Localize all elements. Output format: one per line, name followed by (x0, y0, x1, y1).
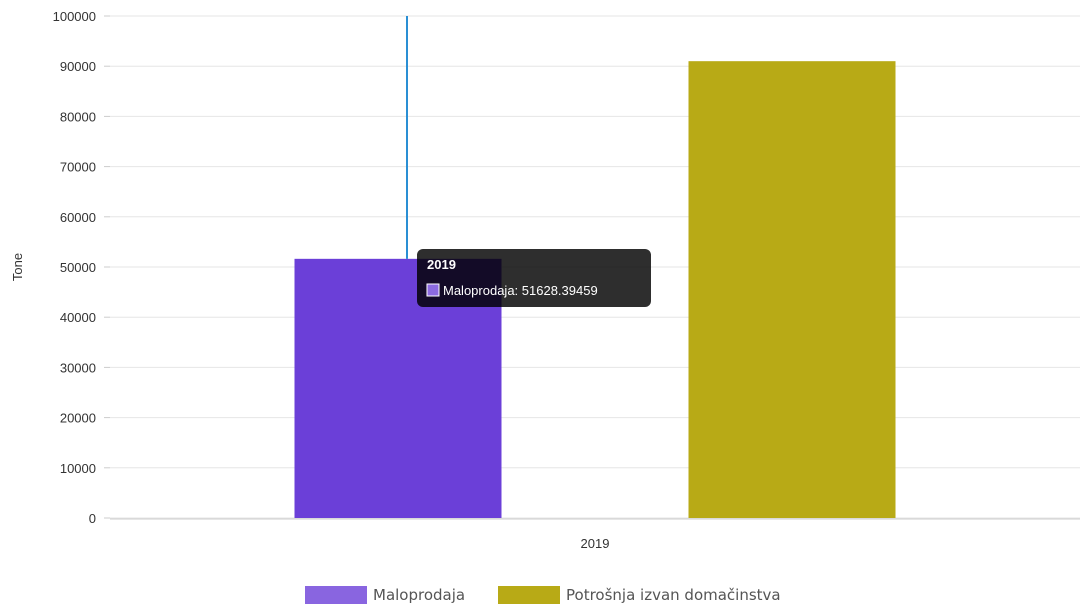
y-tick-label: 30000 (60, 360, 96, 375)
tooltip-color-swatch (426, 283, 440, 297)
legend-label-potro-nja-izvan-doma-instva[interactable]: Potrošnja izvan domačinstva (566, 586, 781, 604)
legend-label-maloprodaja[interactable]: Maloprodaja (373, 586, 465, 604)
bar-potro-nja-izvan-doma-instva[interactable] (688, 61, 896, 519)
tooltip: 2019 Maloprodaja: 51628.39459 (417, 249, 651, 307)
y-tick-label: 0 (89, 511, 96, 526)
y-tick-label: 20000 (60, 411, 96, 426)
bars (294, 61, 896, 519)
legend: Maloprodaja Potrošnja izvan domačinstva (305, 586, 781, 604)
y-tick-label: 60000 (60, 210, 96, 225)
tooltip-value-text: Maloprodaja: 51628.39459 (443, 283, 598, 298)
y-tick-label: 40000 (60, 310, 96, 325)
y-tick-label: 70000 (60, 160, 96, 175)
y-tick-label: 80000 (60, 109, 96, 124)
x-tick-label: 2019 (581, 536, 610, 551)
y-tick-label: 100000 (53, 9, 96, 24)
y-axis-title: Tone (10, 253, 25, 281)
y-tick-label: 50000 (60, 260, 96, 275)
tooltip-background (417, 249, 651, 307)
tooltip-title: 2019 (427, 257, 456, 272)
y-axis-ticks: 0 10000 20000 30000 40000 50000 60000 70000 8000… (53, 9, 110, 526)
y-tick-label: 90000 (60, 59, 96, 74)
legend-swatch-maloprodaja[interactable] (305, 586, 367, 604)
y-tick-label: 10000 (60, 461, 96, 476)
x-axis-ticks: 2019 (581, 536, 610, 551)
legend-swatch-potro-nja-izvan-doma-instva[interactable] (498, 586, 560, 604)
